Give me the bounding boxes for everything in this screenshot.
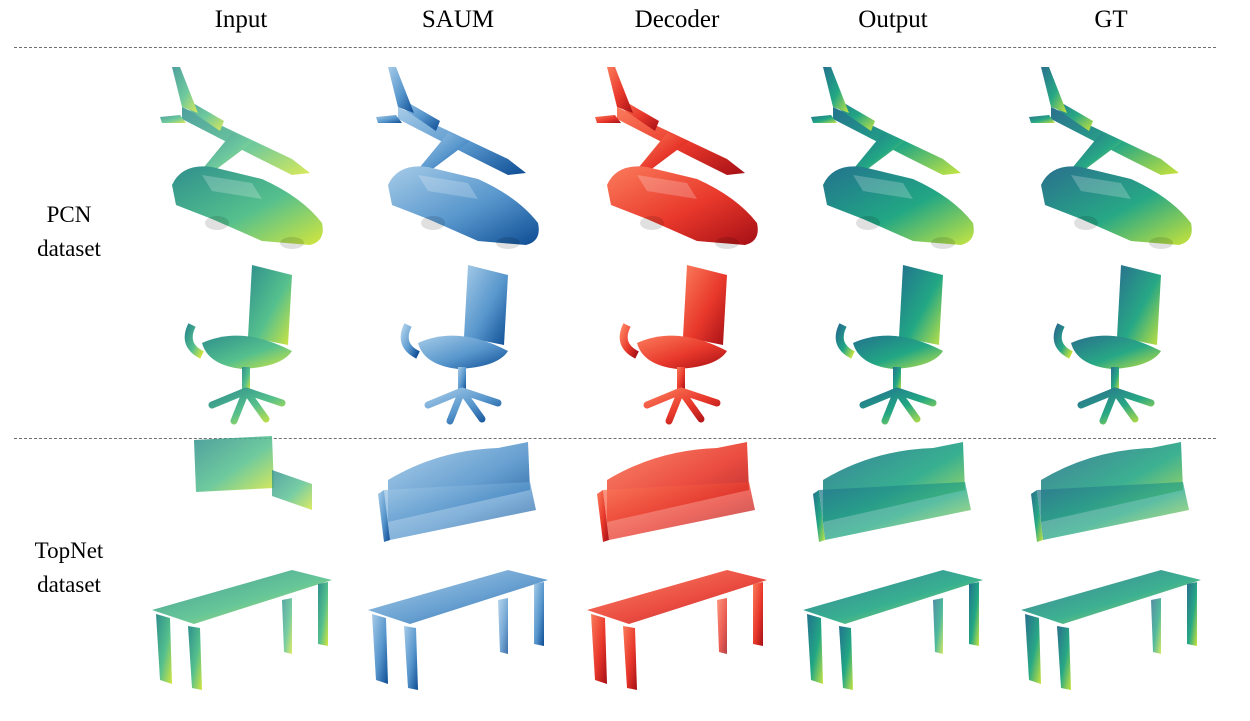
point-cloud-airplane-gt bbox=[1029, 67, 1179, 175]
point-cloud-table-decoder bbox=[587, 570, 767, 690]
point-cloud-sofa-output bbox=[813, 442, 971, 542]
point-cloud-chair-decoder bbox=[619, 265, 727, 425]
column-header-decoder: Decoder bbox=[634, 6, 720, 33]
point-cloud-car-saum bbox=[388, 166, 539, 249]
point-cloud-table-saum bbox=[368, 570, 548, 690]
group-label-pcn: PCN dataset bbox=[0, 198, 138, 266]
point-cloud-sofa-input bbox=[194, 436, 312, 510]
point-cloud-sofa-gt bbox=[1031, 442, 1189, 542]
point-cloud-chair-input bbox=[184, 265, 292, 425]
point-cloud-sofa-saum bbox=[378, 442, 536, 542]
point-cloud-table-gt bbox=[1021, 570, 1201, 690]
point-cloud-sofa-decoder bbox=[597, 442, 755, 542]
column-header-input: Input bbox=[214, 6, 268, 33]
column-header-saum: SAUM bbox=[421, 6, 495, 33]
point-cloud-airplane-saum bbox=[376, 67, 526, 175]
group-label-topnet: TopNet dataset bbox=[0, 534, 138, 602]
point-cloud-table-output bbox=[803, 570, 983, 690]
point-cloud-airplane-decoder bbox=[595, 67, 745, 175]
point-cloud-car-input bbox=[172, 166, 323, 249]
point-cloud-car-decoder bbox=[607, 166, 758, 249]
header-separator bbox=[14, 47, 1216, 48]
point-cloud-airplane-output bbox=[811, 67, 961, 175]
point-cloud-chair-gt bbox=[1053, 265, 1161, 425]
point-cloud-chair-output bbox=[835, 265, 943, 425]
point-cloud-airplane-input bbox=[160, 67, 310, 175]
group-label-pcn-line2: dataset bbox=[37, 236, 101, 261]
point-cloud-car-output bbox=[823, 166, 974, 249]
point-cloud-car-gt bbox=[1041, 166, 1192, 249]
group-separator bbox=[14, 438, 1216, 439]
group-label-topnet-line1: TopNet bbox=[34, 538, 104, 563]
point-cloud-table-input bbox=[152, 570, 332, 690]
column-header-output: Output bbox=[858, 6, 928, 33]
group-label-pcn-line1: PCN bbox=[46, 202, 92, 227]
group-label-topnet-line2: dataset bbox=[37, 572, 101, 597]
point-cloud-chair-saum bbox=[400, 265, 508, 425]
column-header-gt: GT bbox=[1094, 6, 1128, 33]
